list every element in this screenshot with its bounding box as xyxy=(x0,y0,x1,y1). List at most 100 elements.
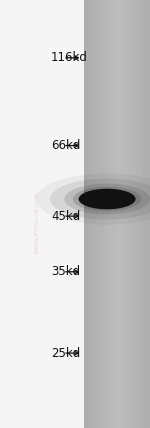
Bar xyxy=(117,0,120,7)
Bar xyxy=(91,399,94,407)
Bar xyxy=(127,257,130,264)
Bar xyxy=(107,421,110,428)
Bar xyxy=(147,200,150,207)
Bar xyxy=(107,43,110,50)
Bar xyxy=(110,214,114,221)
Bar xyxy=(117,171,120,178)
Bar xyxy=(134,43,137,50)
Bar xyxy=(137,57,140,64)
Bar xyxy=(84,371,87,378)
Bar xyxy=(137,136,140,143)
Bar xyxy=(107,385,110,392)
Bar xyxy=(94,300,97,307)
Text: 35kd: 35kd xyxy=(51,265,80,278)
Bar xyxy=(143,264,147,271)
Bar xyxy=(137,121,140,128)
Bar xyxy=(87,86,91,93)
Bar xyxy=(110,421,114,428)
Bar xyxy=(104,21,107,29)
Bar xyxy=(130,178,134,185)
Bar xyxy=(137,314,140,321)
Bar xyxy=(87,143,91,150)
Bar xyxy=(97,364,100,371)
Bar xyxy=(124,250,127,257)
Bar xyxy=(130,414,134,421)
Bar xyxy=(100,385,104,392)
Bar xyxy=(124,78,127,86)
Bar xyxy=(143,7,147,14)
Bar xyxy=(107,0,110,7)
Bar xyxy=(114,178,117,185)
Bar xyxy=(137,399,140,407)
Bar xyxy=(87,150,91,157)
Bar xyxy=(137,29,140,36)
Bar xyxy=(84,314,87,321)
Bar xyxy=(147,171,150,178)
Bar xyxy=(120,57,124,64)
Bar xyxy=(84,321,87,328)
Bar xyxy=(100,271,104,278)
Bar xyxy=(84,257,87,264)
Bar xyxy=(110,150,114,157)
Bar xyxy=(100,350,104,357)
Bar xyxy=(127,328,130,335)
Bar xyxy=(87,364,91,371)
Bar xyxy=(107,314,110,321)
Bar xyxy=(91,0,94,7)
Bar xyxy=(91,178,94,185)
Bar xyxy=(117,200,120,207)
Bar xyxy=(147,114,150,121)
Bar xyxy=(134,171,137,178)
Bar xyxy=(110,114,114,121)
Bar xyxy=(114,14,117,21)
Bar xyxy=(127,214,130,221)
Bar xyxy=(134,200,137,207)
Bar xyxy=(107,86,110,93)
Bar xyxy=(127,385,130,392)
Bar xyxy=(127,307,130,314)
Bar xyxy=(127,207,130,214)
Bar xyxy=(100,221,104,228)
Bar xyxy=(137,307,140,314)
Bar xyxy=(147,57,150,64)
Bar xyxy=(107,143,110,150)
Bar xyxy=(114,307,117,314)
Bar xyxy=(140,278,143,285)
Bar xyxy=(124,264,127,271)
Bar xyxy=(143,185,147,193)
Bar xyxy=(100,136,104,143)
Bar xyxy=(147,221,150,228)
Bar xyxy=(140,71,143,78)
Bar xyxy=(100,143,104,150)
Bar xyxy=(134,421,137,428)
Bar xyxy=(110,350,114,357)
Bar xyxy=(87,292,91,300)
Bar xyxy=(114,278,117,285)
Bar xyxy=(94,392,97,399)
Bar xyxy=(134,385,137,392)
Bar xyxy=(134,128,137,136)
Bar xyxy=(117,21,120,29)
Bar xyxy=(130,185,134,193)
Bar xyxy=(127,335,130,342)
Bar xyxy=(127,150,130,157)
Bar xyxy=(143,385,147,392)
Bar xyxy=(84,399,87,407)
Bar xyxy=(100,164,104,171)
Bar xyxy=(127,93,130,100)
Bar xyxy=(137,328,140,335)
Bar xyxy=(117,228,120,235)
Bar xyxy=(107,121,110,128)
Bar xyxy=(84,342,87,350)
Bar xyxy=(110,107,114,114)
Bar xyxy=(100,71,104,78)
Bar xyxy=(117,421,120,428)
Bar xyxy=(91,335,94,342)
Bar xyxy=(97,7,100,14)
Bar xyxy=(143,193,147,200)
Bar xyxy=(87,385,91,392)
Bar xyxy=(134,157,137,164)
Bar xyxy=(94,350,97,357)
Bar xyxy=(110,228,114,235)
Bar xyxy=(140,314,143,321)
